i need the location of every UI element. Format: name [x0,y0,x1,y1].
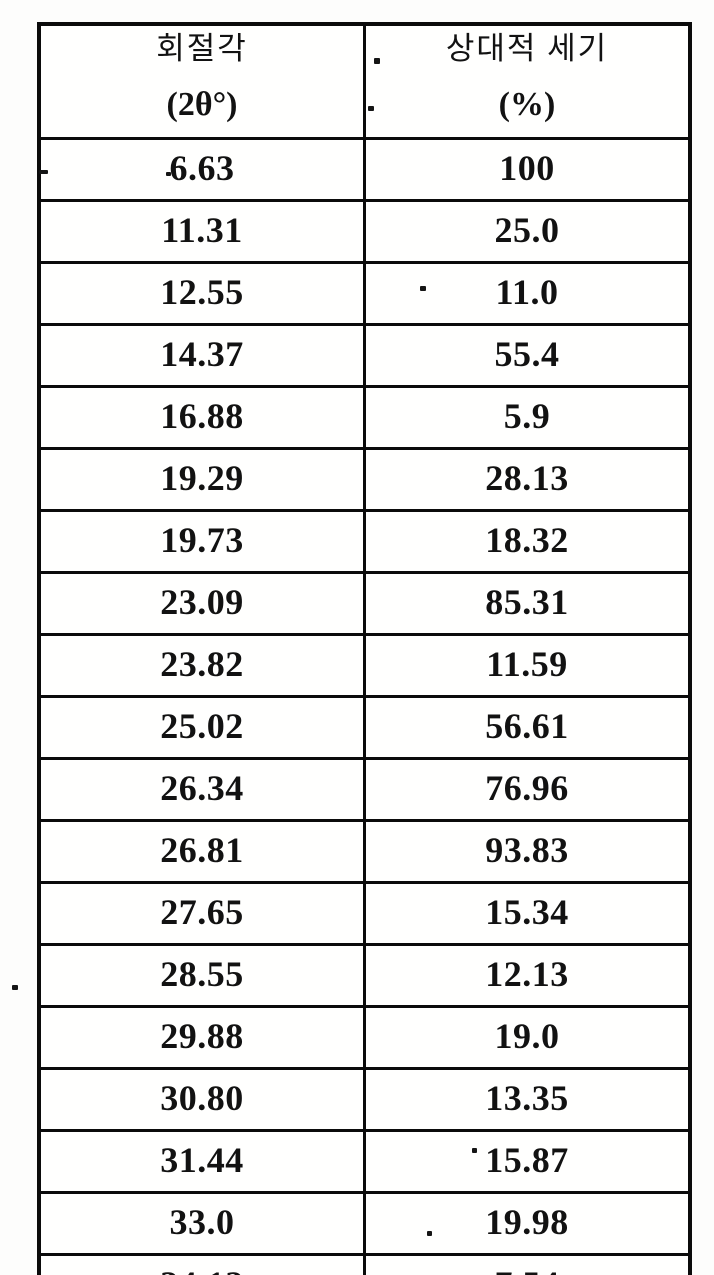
scan-artifact [368,106,374,111]
angle-cell: 23.09 [37,571,366,636]
intensity-cell: 93.83 [363,819,692,884]
intensity-cell: 19.98 [363,1191,692,1256]
angle-cell: 19.73 [37,509,366,574]
header-cell-relative-intensity: 상대적 세기 (%) [363,22,692,140]
table-row: 23.09 85.31 [37,571,692,636]
table-row: 16.88 5.9 [37,385,692,450]
angle-cell: 12.55 [37,261,366,326]
angle-cell: 23.82 [37,633,366,698]
scan-artifact [374,58,380,64]
table-row: 26.34 76.96 [37,757,692,822]
intensity-cell: 55.4 [363,323,692,388]
scan-artifact [39,170,48,174]
intensity-cell: 56.61 [363,695,692,760]
intensity-cell: 11.0 [363,261,692,326]
angle-cell: 26.81 [37,819,366,884]
table-row: 30.80 13.35 [37,1067,692,1132]
table-row: 29.88 19.0 [37,1005,692,1070]
intensity-cell: 12.13 [363,943,692,1008]
table-row: 31.44 15.87 [37,1129,692,1194]
scan-artifact [420,286,426,291]
table-row: 34.127.54 [37,1253,692,1275]
table-row: 28.55 12.13 [37,943,692,1008]
scan-artifact [427,1231,432,1236]
diffraction-table: 회절각 (2θ°) 상대적 세기 (%) 6.63 100 11.31 25.0 12.… [37,22,692,1275]
table-row: 26.81 93.83 [37,819,692,884]
angle-cell: 11.31 [37,199,366,264]
table-row: 33.0 19.98 [37,1191,692,1256]
angle-cell: 28.55 [37,943,366,1008]
intensity-cell: 18.32 [363,509,692,574]
intensity-cell: 15.34 [363,881,692,946]
angle-cell: 31.44 [37,1129,366,1194]
table-body: 6.63 100 11.31 25.0 12.55 11.0 14.37 55.4 16.88 5… [37,137,692,1275]
angle-cell: 33.0 [37,1191,366,1256]
diffraction-angle-unit: (2θ°) [166,86,238,123]
intensity-cell: 28.13 [363,447,692,512]
angle-cell: 6.63 [37,137,366,202]
intensity-cell: 85.31 [363,571,692,636]
table-row: 23.82 11.59 [37,633,692,698]
intensity-cell: 11.59 [363,633,692,698]
angle-cell: 19.29 [37,447,366,512]
scan-artifact [12,985,18,990]
angle-cell: 25.02 [37,695,366,760]
table-row: 25.02 56.61 [37,695,692,760]
table-row: 12.55 11.0 [37,261,692,326]
scan-artifact [472,1148,477,1153]
table-row: 11.31 25.0 [37,199,692,264]
angle-cell: 29.88 [37,1005,366,1070]
intensity-cell: 7.54 [363,1253,692,1275]
angle-cell: 30.80 [37,1067,366,1132]
intensity-cell: 76.96 [363,757,692,822]
table-row: 19.29 28.13 [37,447,692,512]
header-row: 회절각 (2θ°) 상대적 세기 (%) [37,22,692,140]
table-row: 19.73 18.32 [37,509,692,574]
scan-artifact [166,172,171,176]
intensity-cell: 100 [363,137,692,202]
intensity-cell: 5.9 [363,385,692,450]
diffraction-angle-title: 회절각 [156,31,248,66]
intensity-cell: 19.0 [363,1005,692,1070]
relative-intensity-unit: (%) [498,86,556,123]
angle-cell: 27.65 [37,881,366,946]
angle-cell: 34.12 [37,1253,366,1275]
table-row: 6.63 100 [37,137,692,202]
intensity-cell: 15.87 [363,1129,692,1194]
relative-intensity-title: 상대적 세기 [445,31,609,66]
table-row: 27.65 15.34 [37,881,692,946]
table-row: 14.37 55.4 [37,323,692,388]
header-cell-diffraction-angle: 회절각 (2θ°) [37,22,366,140]
angle-cell: 14.37 [37,323,366,388]
angle-cell: 26.34 [37,757,366,822]
intensity-cell: 13.35 [363,1067,692,1132]
angle-cell: 16.88 [37,385,366,450]
intensity-cell: 25.0 [363,199,692,264]
